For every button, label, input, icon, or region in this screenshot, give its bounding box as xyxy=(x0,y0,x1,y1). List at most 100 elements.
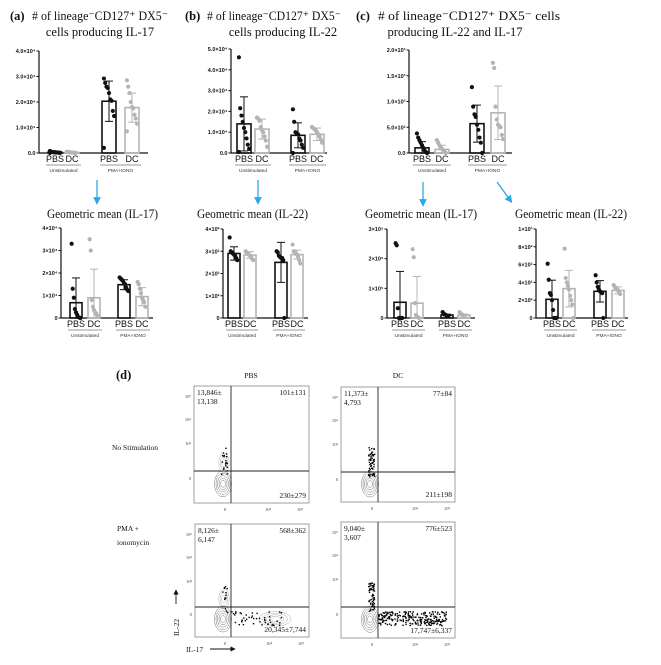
data-point xyxy=(105,85,110,91)
data-point xyxy=(88,248,93,253)
event-dot xyxy=(245,618,248,620)
event-dot xyxy=(425,616,427,619)
event-dot xyxy=(436,622,439,624)
data-point xyxy=(133,116,138,121)
data-point xyxy=(424,150,430,156)
data-point xyxy=(110,108,115,114)
event-dot xyxy=(370,608,372,610)
event-dot xyxy=(276,620,278,622)
event-dot xyxy=(423,621,425,623)
event-dot xyxy=(372,595,374,597)
event-dot xyxy=(279,622,281,624)
event-dot xyxy=(391,614,393,616)
event-dot xyxy=(235,611,237,613)
event-dot xyxy=(371,462,374,464)
event-dot xyxy=(369,582,371,585)
data-point xyxy=(241,125,247,131)
data-point xyxy=(275,250,280,255)
event-dot xyxy=(372,454,374,456)
category-label: PBS xyxy=(438,319,456,329)
y-tick-label: 3.0×10⁴ xyxy=(16,75,36,81)
event-dot xyxy=(368,459,370,461)
event-dot xyxy=(433,622,436,624)
event-dot xyxy=(412,611,414,613)
event-dot xyxy=(436,623,438,625)
event-dot xyxy=(431,619,434,622)
data-point xyxy=(238,106,243,111)
y-tick-label: 4×10² xyxy=(518,279,532,286)
event-dot xyxy=(368,455,370,457)
event-dot xyxy=(373,597,375,599)
y-tick-label: 1.0×10³ xyxy=(387,99,406,106)
event-dot xyxy=(372,593,374,596)
row-label-no-stimulation: No Stimulation xyxy=(112,443,158,452)
event-dot xyxy=(416,619,419,622)
event-dot xyxy=(386,617,389,620)
data-point xyxy=(244,136,249,141)
x-tick-label: 10⁵ xyxy=(444,506,451,511)
event-dot xyxy=(405,621,407,624)
event-dot xyxy=(370,598,373,601)
y-axis-label-il22: IL-22 xyxy=(172,619,181,636)
data-point xyxy=(411,255,416,260)
data-point xyxy=(298,261,303,266)
y-tick-label: 4×10² xyxy=(205,226,219,233)
data-point xyxy=(554,315,559,321)
event-dot xyxy=(384,611,387,613)
event-dot xyxy=(419,616,422,619)
flow-plot-pma-dc: 10⁵ 10⁴ 10³ 0 0 10⁴ 10⁵ 9,040±3,607 776±523 17,74… xyxy=(332,521,456,647)
event-dot xyxy=(225,460,227,462)
event-dot xyxy=(370,465,372,468)
event-dot xyxy=(261,624,263,626)
y-tick-label: 1×10³ xyxy=(518,226,532,233)
data-point xyxy=(473,114,478,120)
data-point xyxy=(243,130,248,135)
event-dot xyxy=(427,618,430,620)
event-dot xyxy=(380,613,382,615)
event-dot xyxy=(442,612,445,614)
event-dot xyxy=(390,614,392,617)
data-point xyxy=(124,78,130,83)
event-dot xyxy=(250,616,253,619)
event-dot xyxy=(240,612,243,615)
event-dot xyxy=(372,585,375,587)
event-dot xyxy=(445,611,448,613)
data-point xyxy=(492,65,497,71)
event-dot xyxy=(380,619,382,621)
data-point xyxy=(410,247,415,252)
event-dot xyxy=(412,618,414,621)
data-point xyxy=(240,119,245,124)
data-point xyxy=(400,315,405,321)
event-dot xyxy=(424,619,426,621)
panel-label-b: (b) xyxy=(185,9,200,23)
category-label: DC xyxy=(492,154,505,164)
event-dot xyxy=(372,604,374,606)
event-dot xyxy=(407,612,410,615)
event-dot xyxy=(409,611,412,613)
event-dot xyxy=(432,613,434,615)
panel-a-title-line1: # of lineage⁻CD127⁺ DX5⁻ xyxy=(32,9,168,23)
event-dot xyxy=(422,612,425,614)
data-point xyxy=(412,301,417,306)
event-dot xyxy=(373,590,376,592)
event-dot xyxy=(405,619,407,622)
event-dot xyxy=(441,618,444,621)
group-label: Unstimulated xyxy=(50,168,78,174)
category-label: PBS xyxy=(235,154,253,164)
data-point xyxy=(257,118,262,123)
event-dot xyxy=(438,618,440,621)
event-dot xyxy=(378,622,380,625)
event-dot xyxy=(434,620,437,623)
event-dot xyxy=(438,613,441,615)
event-dot xyxy=(402,615,404,618)
event-dot xyxy=(420,618,423,621)
event-dot xyxy=(445,618,448,620)
data-point xyxy=(297,258,302,263)
data-point xyxy=(474,122,480,127)
y-tick-label: 2×10² xyxy=(518,297,532,304)
quadrant-ul-line1: 13,846± xyxy=(197,388,222,397)
event-dot xyxy=(378,615,380,618)
event-dot xyxy=(440,621,442,623)
